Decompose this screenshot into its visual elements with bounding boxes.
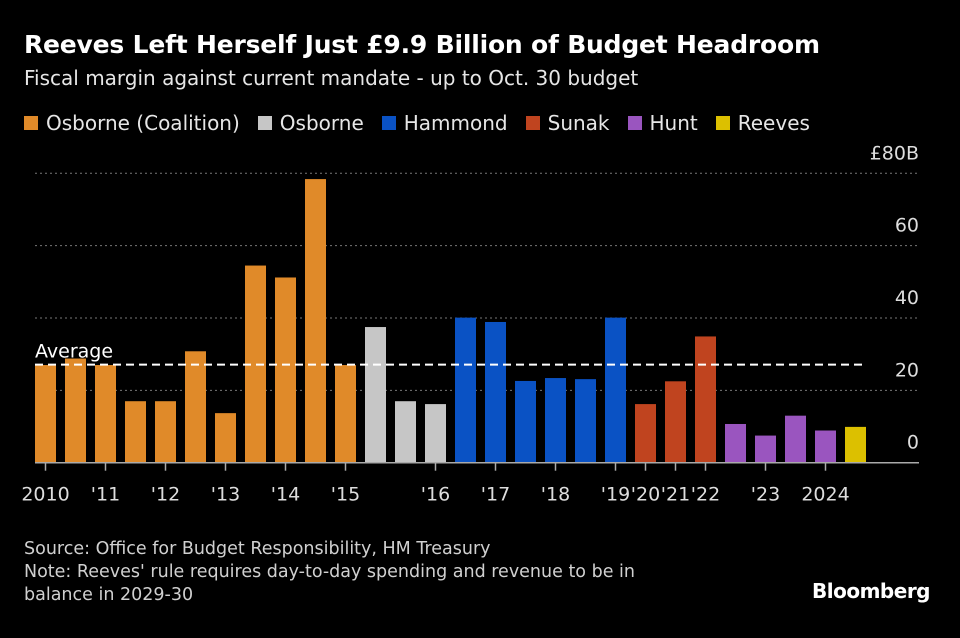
legend-swatch — [381, 116, 396, 130]
x-tick-label: '21 — [661, 484, 690, 506]
x-tick-label: '14 — [271, 484, 300, 506]
bar — [395, 401, 416, 463]
legend-swatch — [627, 116, 642, 130]
legend-label: Osborne — [279, 111, 364, 135]
bloomberg-logo: Bloomberg — [812, 579, 930, 603]
footer: Source: Office for Budget Responsibility… — [24, 538, 635, 607]
bar — [845, 426, 866, 463]
bar — [425, 404, 446, 463]
bar — [305, 179, 326, 463]
chart-title: Reeves Left Herself Just £9.9 Billion of… — [24, 30, 820, 59]
bar — [65, 358, 86, 463]
chart-subtitle: Fiscal margin against current mandate - … — [24, 66, 639, 90]
legend-label: Hunt — [649, 111, 698, 135]
legend-label: Hammond — [403, 111, 508, 135]
bar — [335, 365, 356, 463]
y-tick-label: £80B — [870, 142, 919, 164]
bar — [515, 380, 536, 463]
x-tick-label: 2024 — [801, 484, 849, 506]
bar — [695, 336, 716, 463]
bar — [545, 378, 566, 463]
bar — [755, 435, 776, 463]
bar — [125, 401, 146, 463]
legend-item: Sunak — [525, 111, 610, 135]
note-line-1: Note: Reeves' rule requires day-to-day s… — [24, 562, 635, 582]
y-tick-label: 40 — [895, 287, 919, 309]
bar — [155, 401, 176, 463]
x-tick-label: '23 — [751, 484, 780, 506]
x-tick-label: '15 — [331, 484, 360, 506]
legend-item: Osborne (Coalition) — [24, 111, 240, 135]
bar — [95, 365, 116, 463]
x-tick-label: '16 — [421, 484, 450, 506]
average-label: Average — [35, 341, 113, 363]
legend-swatch — [715, 116, 730, 130]
legend-label: Reeves — [737, 111, 810, 135]
x-tick-label: '19 — [601, 484, 630, 506]
legend-swatch — [525, 116, 540, 130]
x-tick-label: '22 — [691, 484, 720, 506]
legend-item: Hammond — [381, 111, 508, 135]
bar — [365, 327, 386, 463]
bar — [455, 317, 476, 463]
bar — [815, 430, 836, 463]
y-tick-label: 60 — [895, 215, 919, 237]
y-tick-label: 20 — [895, 359, 919, 381]
bar — [605, 317, 626, 463]
legend-item: Hunt — [627, 111, 698, 135]
bar — [275, 277, 296, 463]
bar — [215, 413, 236, 463]
legend-swatch — [257, 116, 272, 130]
x-tick-label: '18 — [541, 484, 570, 506]
bar — [245, 265, 266, 463]
legend-swatch — [24, 116, 38, 130]
bar — [485, 321, 506, 463]
bar — [575, 379, 596, 463]
x-tick-label: '13 — [211, 484, 240, 506]
legend: Osborne (Coalition) Osborne Hammond Sunak Hu… — [24, 111, 828, 135]
bar — [635, 404, 656, 463]
bar — [785, 415, 806, 463]
bar — [665, 381, 686, 463]
bar — [725, 423, 746, 463]
legend-item: Reeves — [715, 111, 810, 135]
y-tick-label: 0 — [907, 432, 919, 454]
legend-label: Osborne (Coalition) — [46, 111, 240, 135]
note-line-2: balance in 2029-30 — [24, 585, 194, 605]
legend-label: Sunak — [547, 111, 610, 135]
bar — [185, 351, 206, 463]
source-note: Source: Office for Budget Responsibility… — [24, 539, 491, 559]
legend-item: Osborne — [257, 111, 364, 135]
x-tick-label: 2010 — [21, 484, 69, 506]
bar — [35, 365, 56, 463]
x-tick-label: '17 — [481, 484, 510, 506]
x-tick-label: '12 — [151, 484, 180, 506]
x-tick-label: '11 — [91, 484, 120, 506]
x-tick-label: '20 — [631, 484, 660, 506]
